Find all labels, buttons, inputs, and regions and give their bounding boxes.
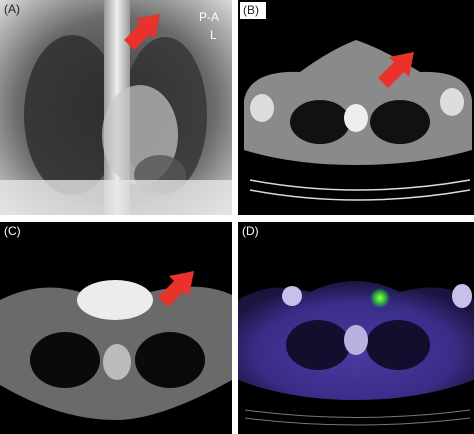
table-line — [249, 179, 471, 191]
arrow — [158, 271, 194, 307]
lung — [366, 320, 430, 370]
label-bg — [240, 2, 266, 19]
marker: P-A — [199, 10, 219, 24]
vertebra — [103, 344, 131, 380]
arrow — [378, 52, 414, 88]
table-line — [244, 409, 471, 418]
humerus — [250, 94, 274, 122]
panel-label: (A) — [4, 2, 20, 16]
marker: L — [210, 28, 217, 42]
bone — [452, 284, 472, 308]
table-line — [249, 189, 471, 201]
panel-c: (C) — [0, 222, 232, 434]
vertebra — [344, 104, 368, 132]
lung-right — [24, 35, 120, 195]
panel-label: (C) — [4, 224, 21, 238]
panel-a: (A) P-A L — [0, 0, 232, 215]
lung — [286, 320, 350, 370]
humerus — [440, 88, 464, 116]
panel-label: (B) — [243, 3, 259, 17]
lung — [290, 100, 350, 144]
thyroid — [77, 280, 153, 320]
panel-d: (D) — [238, 222, 474, 434]
bone — [282, 286, 302, 306]
arrow — [124, 14, 160, 50]
panel-b: (B) — [238, 0, 474, 215]
lung — [135, 332, 205, 388]
table-line — [244, 417, 471, 426]
panel-label: (D) — [242, 224, 259, 238]
vertebra — [344, 325, 368, 355]
lung — [30, 332, 100, 388]
diaphragm — [0, 180, 232, 215]
uptake-focus — [370, 288, 390, 308]
lung — [370, 100, 430, 144]
